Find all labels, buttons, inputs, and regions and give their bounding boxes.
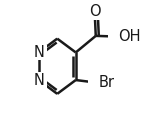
- FancyBboxPatch shape: [108, 29, 129, 44]
- FancyBboxPatch shape: [31, 45, 47, 60]
- Text: O: O: [89, 4, 100, 19]
- Text: N: N: [33, 45, 44, 60]
- Text: N: N: [33, 73, 44, 87]
- FancyBboxPatch shape: [87, 4, 103, 20]
- Text: OH: OH: [119, 29, 141, 44]
- FancyBboxPatch shape: [31, 72, 47, 88]
- FancyBboxPatch shape: [88, 75, 109, 91]
- Text: Br: Br: [99, 75, 115, 90]
